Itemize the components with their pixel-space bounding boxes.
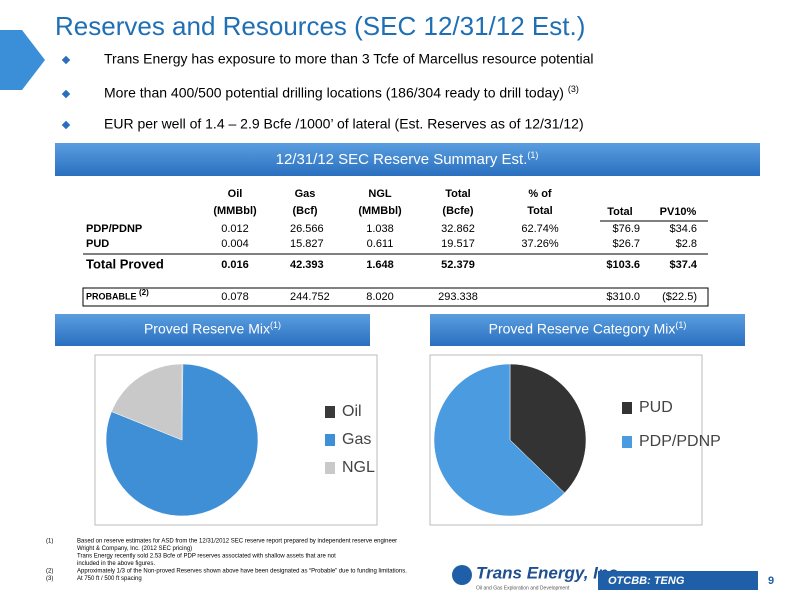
row-label: PDP/PDNP bbox=[86, 223, 142, 235]
probable-box bbox=[82, 287, 709, 307]
footnote-text: Trans Energy recently sold 2.53 Bcfe of … bbox=[77, 554, 336, 560]
column-header: Gas bbox=[295, 188, 316, 200]
pie-slice bbox=[111, 363, 183, 441]
table-cell: 0.016 bbox=[221, 259, 249, 271]
table-cell: 293.338 bbox=[438, 291, 478, 303]
bullet-marker bbox=[61, 120, 71, 130]
column-header: Total bbox=[527, 205, 552, 217]
bullet-text: More than 400/500 potential drilling loc… bbox=[104, 84, 579, 100]
bullet-text: EUR per well of 1.4 – 2.9 Bcfe /1000’ of… bbox=[104, 116, 584, 132]
page-number: 9 bbox=[768, 575, 774, 587]
table-cell: ($22.5) bbox=[662, 291, 697, 303]
row-label: PUD bbox=[86, 238, 109, 250]
footnote-marker: (2) bbox=[46, 569, 53, 575]
footnote-marker: (1) bbox=[46, 539, 53, 545]
column-header: PV10% bbox=[660, 206, 697, 218]
legend-swatch bbox=[325, 406, 335, 418]
table-cell: 52.379 bbox=[441, 259, 475, 271]
slide-title: Reserves and Resources (SEC 12/31/12 Est… bbox=[55, 11, 585, 41]
table-cell: 0.078 bbox=[221, 291, 249, 303]
table-cell: 8.020 bbox=[366, 291, 394, 303]
row-label: PROBABLE (2) bbox=[86, 288, 149, 301]
table-cell: $2.8 bbox=[676, 238, 697, 250]
logo-mark bbox=[452, 565, 472, 585]
table-cell: 42.393 bbox=[290, 259, 324, 271]
footnote-text: included in the above figures. bbox=[77, 561, 155, 567]
chart-banner bbox=[430, 314, 745, 346]
company-name: Trans Energy, Inc. bbox=[476, 563, 622, 582]
chart-banner bbox=[55, 314, 370, 346]
legend-label: PDP/PDNP bbox=[639, 433, 721, 450]
table-cell: 244.752 bbox=[290, 291, 330, 303]
column-header: NGL bbox=[368, 188, 392, 200]
banner bbox=[55, 143, 760, 176]
table-cell: 37.26% bbox=[521, 238, 559, 250]
footnote-text: Wright & Company, Inc. (2012 SEC pricing… bbox=[77, 546, 192, 552]
table-cell: $37.4 bbox=[669, 259, 697, 271]
legend-label: Gas bbox=[342, 431, 371, 448]
bullet-text: Trans Energy has exposure to more than 3… bbox=[104, 51, 593, 67]
bullet-marker bbox=[61, 89, 71, 99]
column-header: Total bbox=[445, 188, 470, 200]
pie-slice bbox=[509, 363, 587, 494]
table-cell: 1.648 bbox=[366, 259, 394, 271]
superscript: (1) bbox=[675, 320, 686, 330]
column-header: (MMBbl) bbox=[213, 205, 257, 217]
table-cell: 19.517 bbox=[441, 238, 475, 250]
ticker: OTCBB: TENG bbox=[608, 575, 685, 587]
company-tagline: Oil and Gas Exploration and Development bbox=[476, 585, 570, 591]
row-label: Total Proved bbox=[86, 256, 164, 271]
superscript: (2) bbox=[139, 288, 149, 297]
column-header: % of bbox=[528, 188, 552, 200]
footnote-text: At 750 ft / 500 ft spacing bbox=[77, 576, 142, 582]
table-cell: $26.7 bbox=[612, 238, 640, 250]
banner-title: 12/31/12 SEC Reserve Summary Est.(1) bbox=[276, 150, 539, 168]
column-header: Oil bbox=[228, 188, 243, 200]
table-cell: 15.827 bbox=[290, 238, 324, 250]
chart-title: Proved Reserve Mix(1) bbox=[144, 320, 281, 336]
column-header: (MMBbl) bbox=[358, 205, 402, 217]
legend-swatch bbox=[325, 462, 335, 474]
table-cell: 0.611 bbox=[367, 238, 394, 250]
legend-label: Oil bbox=[342, 403, 362, 420]
legend-swatch bbox=[622, 402, 632, 414]
table-cell: $310.0 bbox=[606, 291, 640, 303]
arrow-decoration bbox=[0, 30, 45, 90]
footnote-marker: (3) bbox=[46, 576, 53, 582]
legend-label: NGL bbox=[342, 459, 375, 476]
superscript: (1) bbox=[527, 150, 538, 160]
table-cell: 26.566 bbox=[290, 223, 324, 235]
table-cell: 32.862 bbox=[441, 223, 475, 235]
chart-title: Proved Reserve Category Mix(1) bbox=[489, 320, 687, 336]
table-cell: $103.6 bbox=[606, 259, 640, 271]
pie-slice bbox=[433, 363, 565, 517]
table-cell: 1.038 bbox=[366, 223, 394, 235]
table-cell: $76.9 bbox=[612, 223, 640, 235]
column-header: Total bbox=[607, 206, 632, 218]
legend-label: PUD bbox=[639, 399, 673, 416]
legend-swatch bbox=[325, 434, 335, 446]
column-header: (Bcf) bbox=[292, 205, 317, 217]
table-cell: 62.74% bbox=[521, 223, 559, 235]
table-cell: 0.012 bbox=[221, 223, 249, 235]
column-header: (Bcfe) bbox=[442, 205, 474, 217]
footnote-text: Approximately 1/3 of the Non-proved Rese… bbox=[77, 569, 407, 575]
superscript: (1) bbox=[270, 320, 281, 330]
table-cell: $34.6 bbox=[669, 223, 697, 235]
superscript: (3) bbox=[568, 84, 579, 94]
legend-swatch bbox=[622, 436, 632, 448]
bullet-marker bbox=[61, 55, 71, 65]
ticker-bar bbox=[598, 571, 758, 590]
table-cell: 0.004 bbox=[221, 238, 249, 250]
footnote-text: Based on reserve estimates for ASD from … bbox=[77, 539, 397, 545]
